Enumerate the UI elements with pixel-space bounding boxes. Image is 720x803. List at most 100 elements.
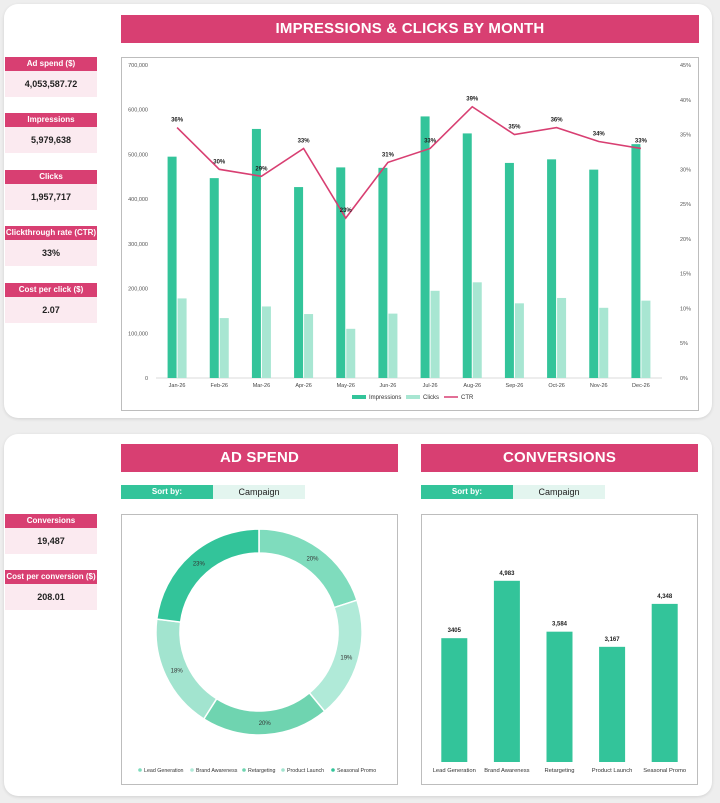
- ctr-data-label: 30%: [213, 159, 226, 165]
- clicks-bar: [430, 290, 440, 378]
- x-tick-label: Jun-26: [380, 383, 397, 389]
- y-tick-label: 200,000: [128, 287, 148, 293]
- donut-slice: [258, 528, 358, 609]
- clicks-bar: [219, 318, 229, 378]
- y-tick-label: 400,000: [128, 197, 148, 203]
- y2-tick-label: 35%: [680, 133, 691, 139]
- y-tick-label: 0: [145, 376, 148, 382]
- impressions-bar: [420, 116, 430, 378]
- conversions-sort-label: Sort by:: [421, 485, 513, 499]
- ctr-data-label: 33%: [424, 138, 437, 144]
- kpi-ad-spend-value: 4,053,587.72: [5, 71, 97, 97]
- kpi-ctr-value: 33%: [5, 240, 97, 266]
- impressions-bar: [167, 156, 177, 378]
- y-tick-label: 700,000: [128, 63, 148, 69]
- conversion-bar: [651, 603, 678, 762]
- donut-slice: [155, 528, 260, 623]
- conversions-title: CONVERSIONS: [421, 444, 698, 472]
- clicks-bar: [388, 313, 398, 378]
- impressions-bar: [378, 167, 388, 378]
- legend-marker: [138, 768, 142, 772]
- ad-spend-sort-label: Sort by:: [121, 485, 213, 499]
- donut-slice-label: 19%: [340, 655, 353, 661]
- x-tick-label: Dec-26: [632, 383, 650, 389]
- ctr-data-label: 33%: [635, 138, 648, 144]
- kpi-clicks-label: Clicks: [5, 170, 97, 184]
- ctr-data-label: 33%: [298, 138, 311, 144]
- y2-tick-label: 30%: [680, 167, 691, 173]
- ctr-data-label: 23%: [340, 208, 353, 214]
- clicks-bar: [177, 298, 187, 378]
- ctr-line: [176, 105, 642, 220]
- kpi-cpc-label: Cost per click ($): [5, 283, 97, 297]
- impressions-bar: [209, 178, 219, 378]
- impressions-bar: [631, 144, 641, 378]
- legend-label: Brand Awareness: [196, 768, 238, 774]
- impressions-bar: [589, 169, 599, 378]
- x-tick-label: Lead Generation: [433, 768, 476, 774]
- legend-impressions-label: Impressions: [369, 395, 401, 401]
- y-tick-label: 300,000: [128, 242, 148, 248]
- donut-slice-label: 20%: [259, 721, 272, 727]
- x-tick-label: Jul-26: [423, 383, 438, 389]
- donut-slice-label: 18%: [171, 669, 184, 675]
- impressions-bar: [294, 187, 304, 378]
- y2-tick-label: 25%: [680, 202, 691, 208]
- x-tick-label: Sep-26: [506, 383, 524, 389]
- impressions-clicks-chart: 0 100,000 200,000 300,000 400,000 500,000 600,…: [121, 57, 699, 411]
- clicks-bar: [304, 314, 314, 378]
- x-tick-label: Aug-26: [463, 383, 481, 389]
- legend-marker: [281, 768, 285, 772]
- donut-slice: [155, 618, 218, 721]
- x-tick-label: Apr-26: [295, 383, 312, 389]
- ctr-data-label: 39%: [466, 97, 479, 103]
- conversions-bar-chart: 3405 Lead Generation 4,983 Brand Awareness 3…: [421, 514, 698, 785]
- x-tick-label: Seasonal Promo: [643, 768, 686, 774]
- conversion-bar: [546, 631, 573, 762]
- y-tick-label: 100,000: [128, 331, 148, 337]
- kpi-cpc-value: 2.07: [5, 297, 97, 323]
- kpi-clicks-value: 1,957,717: [5, 184, 97, 210]
- kpi-impressions-value: 5,979,638: [5, 127, 97, 153]
- x-tick-label: Oct-26: [548, 383, 565, 389]
- conversion-data-label: 3,584: [552, 622, 568, 628]
- legend-clicks-label: Clicks: [423, 395, 439, 401]
- impressions-bar: [462, 133, 472, 378]
- ctr-data-label: 36%: [551, 118, 564, 124]
- kpi-ctr-label: Clickthrough rate (CTR): [5, 226, 97, 240]
- conversion-data-label: 4,348: [657, 594, 673, 600]
- ad-spend-sort-select[interactable]: Campaign: [213, 485, 305, 499]
- ctr-data-label: 36%: [171, 118, 184, 124]
- conversion-bar: [493, 580, 520, 762]
- ad-spend-donut-svg: 20% 19% 20% 18% 23% Lead Generation Brand Awar…: [138, 528, 376, 774]
- legend-label: Retargeting: [248, 768, 275, 774]
- legend-marker: [242, 768, 246, 772]
- x-tick-label: Product Launch: [592, 768, 633, 774]
- conversion-data-label: 3,167: [605, 637, 621, 643]
- ctr-data-label: 31%: [382, 152, 395, 158]
- clicks-bar: [514, 303, 524, 378]
- legend-marker: [331, 768, 335, 772]
- x-tick-label: Retargeting: [545, 768, 575, 774]
- kpi-conversions-value: 19,487: [5, 528, 97, 554]
- ad-spend-title: AD SPEND: [121, 444, 398, 472]
- donut-slice: [308, 599, 363, 713]
- legend-label: Lead Generation: [144, 768, 184, 774]
- impressions-bar: [504, 162, 514, 378]
- kpi-cost-per-conversion-label: Cost per conversion ($): [5, 570, 97, 584]
- kpi-conversions-label: Conversions: [5, 514, 97, 528]
- x-tick-label: Feb-26: [211, 383, 228, 389]
- clicks-bar: [641, 300, 651, 378]
- ad-spend-donut-chart: 20% 19% 20% 18% 23% Lead Generation Brand Awar…: [121, 514, 398, 785]
- conversion-bar: [441, 638, 468, 762]
- x-tick-label: May-26: [337, 383, 355, 389]
- clicks-bar: [261, 306, 271, 378]
- conversions-sort-select[interactable]: Campaign: [513, 485, 605, 499]
- legend-label: Seasonal Promo: [337, 768, 376, 774]
- impressions-bar: [251, 128, 261, 378]
- legend-ctr-label: CTR: [461, 395, 474, 401]
- y2-tick-label: 45%: [680, 63, 691, 69]
- main-chart-title: IMPRESSIONS & CLICKS BY MONTH: [121, 15, 699, 43]
- y2-tick-label: 20%: [680, 237, 691, 243]
- conversion-data-label: 3405: [448, 628, 462, 634]
